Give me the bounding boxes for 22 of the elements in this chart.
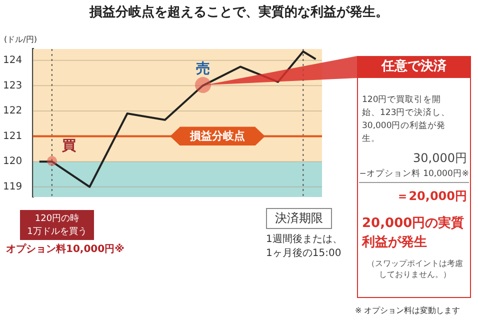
y-tick-label: 124	[2, 54, 22, 66]
text: 任意で決済	[357, 56, 471, 78]
text: ＝20,000円	[396, 188, 467, 205]
chart-title: 損益分岐点を超えることで、実質的な利益が発生。	[88, 4, 390, 21]
y-tick-label: 123	[2, 80, 22, 92]
text: 120円の時 1万ドルを買う	[20, 210, 94, 240]
annotation: 買	[62, 137, 76, 155]
y-tick-label: 119	[2, 181, 22, 192]
y-axis-title: (ドル/円)	[4, 34, 37, 45]
text: −オプション料 10,000円※	[359, 168, 469, 183]
text: 1週間後または、 1ヶ月後の15:00	[266, 233, 342, 260]
text: ※ オプション料は変動します	[355, 305, 460, 316]
text: オプション料10,000円※	[6, 242, 124, 256]
text: 30,000円	[412, 150, 467, 167]
annotation: 売	[196, 60, 210, 78]
y-tick-label: 121	[2, 130, 22, 142]
text: 120円で買取引を開始、123円で決済し、30,000円の利益が発生。	[362, 94, 452, 146]
text: 20,000円の実質利益が発生	[362, 214, 466, 252]
y-tick-label: 120	[2, 156, 22, 168]
text: 決済期限	[266, 208, 332, 229]
text: （スワップポイントは考慮しておりません。）	[366, 258, 464, 280]
y-tick-label: 122	[2, 106, 22, 117]
